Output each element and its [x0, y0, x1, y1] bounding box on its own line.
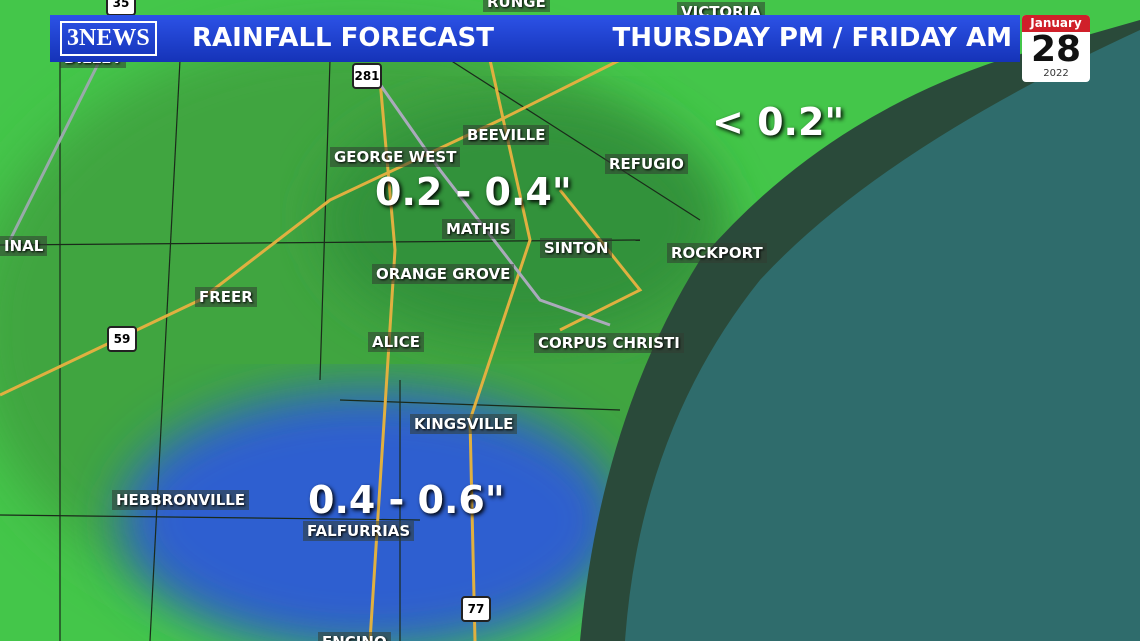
rainfall-label: < 0.2" [712, 100, 845, 144]
rain-zone-heavy [120, 390, 620, 641]
city-label: ENCINO [318, 632, 391, 641]
city-label: HEBBRONVILLE [112, 490, 250, 510]
city-label: KINGSVILLE [410, 414, 518, 434]
date-day: 28 [1030, 29, 1082, 70]
city-label: ALICE [368, 332, 425, 352]
timeframe: THURSDAY PM / FRIDAY AM [612, 23, 1012, 53]
city-label: BEEVILLE [463, 125, 550, 145]
date-badge: January 28 2022 [1022, 15, 1090, 82]
city-label: INAL [0, 236, 48, 256]
highway-shield: 281 [352, 63, 382, 89]
city-label: SINTON [540, 238, 613, 258]
ocean [625, 30, 1140, 641]
city-label: GEORGE WEST [330, 147, 461, 167]
title: RAINFALL FORECAST [192, 23, 494, 53]
highway-shield: 77 [461, 596, 491, 622]
header-bar: 3NEWS RAINFALL FORECAST THURSDAY PM / FR… [50, 15, 1020, 62]
highway-shield: 59 [107, 326, 137, 352]
date-year: 2022 [1043, 68, 1069, 79]
city-label: FALFURRIAS [303, 521, 415, 541]
highway-shield: 35 [106, 0, 136, 16]
rainfall-label: 0.2 - 0.4" [375, 170, 572, 214]
city-label: ORANGE GROVE [372, 264, 515, 284]
city-label: CORPUS CHRISTI [534, 333, 684, 353]
city-label: FREER [195, 287, 257, 307]
city-label: RUNGE [483, 0, 550, 12]
interstate [8, 59, 102, 241]
rainfall-label: 0.4 - 0.6" [308, 478, 505, 522]
city-label: REFUGIO [605, 154, 688, 174]
city-label: ROCKPORT [667, 243, 767, 263]
city-label: MATHIS [442, 219, 515, 239]
date-month: January [1022, 15, 1090, 32]
logo: 3NEWS [60, 21, 157, 56]
